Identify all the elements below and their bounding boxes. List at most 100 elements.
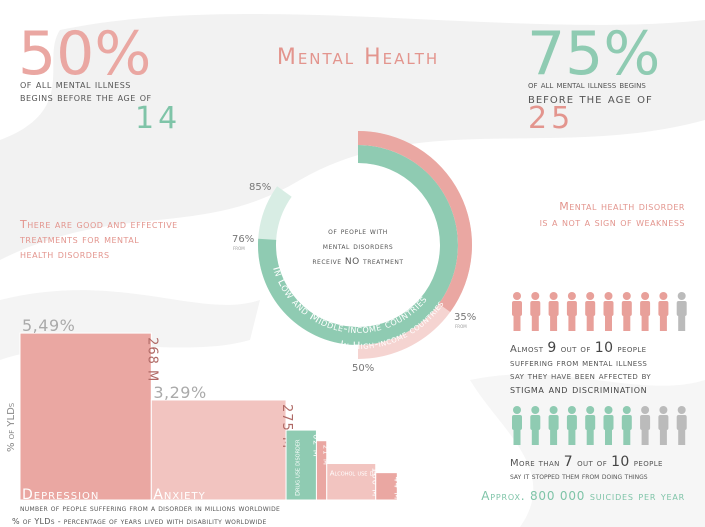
stat-age: 14	[135, 101, 181, 136]
person-legs	[605, 315, 612, 331]
sentence-part: people	[617, 344, 646, 355]
suicides: Approx. 800 000 suicides per year	[481, 489, 685, 503]
note: There are good and effective	[19, 218, 178, 231]
donut-center-text: mental disorders	[323, 242, 393, 252]
person-legs	[568, 429, 576, 445]
person-legs	[605, 429, 612, 445]
people-emphasis: stigma and discrimination	[510, 383, 647, 396]
person-icon	[512, 406, 522, 445]
sentence-count: 10	[595, 340, 614, 356]
person-body	[512, 415, 522, 430]
person-body	[621, 301, 632, 316]
person-legs	[550, 315, 558, 331]
person-icon	[585, 406, 596, 445]
person-legs	[550, 429, 558, 445]
big-stat: 75%	[527, 19, 660, 89]
people-sentence: Almost 9 out of 10 people	[510, 340, 647, 356]
person-body	[548, 301, 559, 316]
person-head	[641, 406, 650, 414]
person-body	[585, 301, 596, 316]
bar-name: Depression	[22, 487, 99, 503]
person-legs	[641, 429, 649, 445]
ring-percent: 76%	[232, 234, 254, 245]
person-body	[621, 415, 632, 430]
stat-text: of all mental illness	[20, 78, 131, 91]
person-legs	[641, 315, 649, 331]
people-text: say it stopped them from doing things	[510, 472, 648, 481]
person-head	[531, 406, 540, 414]
ring-percent: 35%	[454, 312, 476, 323]
person-icon	[566, 292, 577, 331]
person-icon	[530, 292, 541, 331]
people-text: suffering from mental illness	[510, 358, 647, 369]
person-legs	[568, 315, 576, 331]
brush-background	[0, 13, 705, 260]
person-head	[549, 406, 558, 414]
person-head	[622, 292, 631, 300]
person-head	[677, 292, 686, 300]
person-icon	[530, 406, 541, 445]
ring-arc	[358, 131, 473, 313]
person-body	[676, 301, 687, 316]
from-label: from	[455, 324, 467, 330]
sentence-part: people	[634, 458, 663, 469]
person-head	[604, 292, 613, 300]
donut-center-text: of people with	[328, 227, 388, 237]
person-body	[640, 415, 651, 430]
bars-caption: number of people suffering from a disord…	[20, 504, 280, 513]
person-head	[586, 292, 595, 300]
person-head	[659, 292, 668, 300]
person-body	[566, 301, 577, 316]
person-body	[566, 415, 577, 430]
bar	[326, 463, 377, 501]
stat-text: before the age of	[528, 91, 653, 107]
sentence-part: out of	[577, 458, 607, 469]
person-head	[659, 406, 668, 414]
person-head	[513, 292, 521, 300]
person-body	[603, 301, 614, 316]
person-legs	[586, 429, 594, 445]
person-legs	[531, 315, 539, 331]
person-legs	[623, 315, 631, 331]
person-legs	[623, 429, 631, 445]
sentence-count: 10	[611, 454, 630, 470]
ring-percent: 50%	[352, 363, 374, 374]
note: treatments for mental	[19, 233, 139, 246]
sentence-part: out of	[561, 344, 591, 355]
person-icon	[566, 406, 577, 445]
person-head	[531, 292, 540, 300]
person-body	[603, 415, 614, 430]
sentence-count: 7	[564, 454, 573, 470]
person-legs	[678, 429, 686, 445]
person-icon	[640, 292, 651, 331]
person-icon	[548, 406, 559, 445]
person-body	[640, 301, 651, 316]
person-icon	[621, 406, 632, 445]
stat-text: of all mental illness begins	[528, 80, 646, 91]
title: Mental Health	[277, 45, 439, 70]
person-head	[622, 406, 631, 414]
person-body	[530, 415, 541, 430]
y-axis-label: % of YLDs	[6, 402, 17, 452]
yld-label: 3,29%	[153, 383, 206, 402]
stat-age: 25	[528, 101, 574, 136]
person-head	[641, 292, 650, 300]
person-icon	[603, 292, 614, 331]
person-icon	[512, 292, 522, 331]
people-text: say they have been affected by	[510, 371, 651, 382]
donut-center-text: receive NO treatment	[312, 257, 403, 267]
brush-background	[470, 374, 705, 527]
stat-text: begins before the age of	[20, 91, 152, 104]
person-legs	[513, 315, 521, 331]
person-body	[658, 415, 669, 430]
person-body	[512, 301, 522, 316]
note: health disorders	[20, 248, 110, 261]
person-head	[549, 292, 558, 300]
big-stat: 50%	[18, 19, 151, 89]
sentence-count: 9	[547, 340, 556, 356]
sentence-part: More than	[510, 458, 560, 469]
people-label: 44 M	[392, 477, 401, 501]
sentence-part: Almost	[510, 344, 544, 355]
person-icon	[658, 292, 669, 331]
